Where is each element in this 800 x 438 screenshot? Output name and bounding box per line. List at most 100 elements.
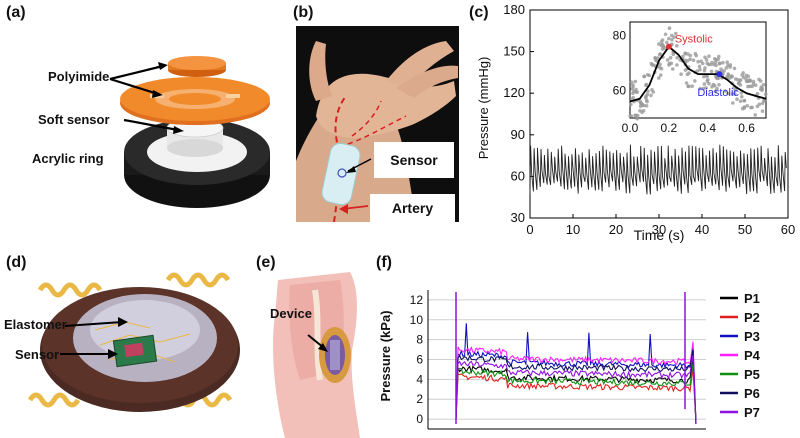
inset-scatter-point: [667, 36, 671, 41]
inset-scatter-point: [693, 79, 697, 83]
chart-c-xtick-label: 20: [609, 222, 623, 237]
inset-scatter-point: [702, 68, 707, 73]
inset-scatter-point: [733, 92, 737, 96]
inset-scatter-point: [629, 80, 634, 84]
inset-scatter-point: [731, 101, 735, 105]
inset-scatter-point: [683, 52, 687, 56]
inset-scatter-point: [667, 63, 671, 67]
chart-f-ytick-label: 6: [416, 353, 423, 367]
chart-f: 0 2 4 6 8 10 12 Pressure (kPa) P1 P2 P3 P4 P5 P6 P7: [378, 290, 761, 430]
inset-scatter-point: [660, 47, 665, 51]
inset-scatter-point: [649, 93, 653, 98]
inset-scatter-point: [713, 89, 718, 94]
inset-scatter-point: [668, 55, 673, 60]
inset-scatter-point: [699, 59, 703, 63]
chart-f-series-p6: [455, 349, 697, 425]
inset-scatter-point: [746, 74, 751, 79]
inset-xtick-label: 0.0: [622, 121, 639, 135]
inset-scatter-point: [644, 82, 649, 87]
inset-scatter-point: [644, 104, 649, 108]
inset-scatter-point: [723, 89, 727, 93]
inset-diastolic-marker: [716, 71, 723, 78]
inset-scatter-point: [712, 62, 716, 67]
inset-scatter-point: [717, 61, 722, 65]
inset-scatter-point: [742, 105, 747, 109]
body-e-illustration: [273, 272, 360, 438]
inset-scatter-point: [665, 40, 669, 45]
inset-scatter-point: [758, 79, 763, 83]
device-d-illustration: [27, 272, 240, 412]
inset-scatter-point: [660, 38, 665, 42]
inset-scatter-point: [674, 31, 678, 36]
chart-f-ytick-label: 8: [416, 333, 423, 347]
callout-polyimide: Polyimide: [48, 69, 110, 84]
inset-scatter-point: [671, 67, 675, 71]
inset-scatter-point: [725, 75, 729, 79]
legend-label-p6: P6: [744, 386, 760, 401]
callout-acrylic-ring: Acrylic ring: [32, 151, 104, 166]
inset-scatter-point: [696, 59, 700, 64]
inset-scatter-point: [658, 62, 662, 67]
inset-scatter-point: [663, 32, 668, 37]
chart-c-ytick-label: 90: [511, 127, 525, 142]
inset-scatter-point: [703, 66, 707, 70]
inset-scatter-point: [675, 63, 679, 67]
inset-xtick-label: 0.2: [661, 121, 678, 135]
inset-scatter-point: [744, 77, 748, 81]
inset-scatter-point: [665, 58, 670, 62]
inset-scatter-point: [679, 72, 683, 76]
panel-b-label: (b): [293, 4, 314, 21]
inset-scatter-point: [726, 63, 730, 68]
inset-scatter-point: [691, 58, 696, 62]
inset-scatter-point: [659, 73, 663, 77]
inset-scatter-point: [661, 44, 666, 48]
inset-scatter-point: [763, 92, 768, 96]
inset-ytick-label: 60: [613, 84, 627, 98]
inset-scatter-point: [686, 52, 690, 56]
inset-scatter-point: [645, 73, 650, 77]
inset-scatter-point: [747, 78, 752, 83]
inset-scatter-point: [712, 83, 717, 88]
inset-scatter-point: [712, 57, 717, 61]
panel-a-label: (a): [6, 4, 26, 21]
inset-scatter-point: [738, 83, 743, 87]
inset-systolic-marker: [665, 43, 672, 50]
inset-scatter-point: [726, 91, 730, 96]
inset-scatter-point: [702, 82, 707, 86]
chart-c-xtick-label: 50: [738, 222, 752, 237]
inset-scatter-point: [628, 114, 632, 118]
inset-scatter-point: [675, 55, 679, 60]
chart-f-ytick-label: 0: [416, 412, 423, 426]
chart-c-xlabel: Time (s): [634, 227, 685, 243]
inset-scatter-point: [732, 66, 737, 71]
inset-scatter-point: [761, 83, 766, 87]
inset-xtick-label: 0.6: [738, 121, 755, 135]
legend-label-p5: P5: [744, 367, 760, 382]
inset-scatter-point: [690, 84, 694, 88]
inset-scatter-point: [649, 61, 654, 66]
inset-scatter-point: [667, 26, 672, 31]
inset-scatter-point: [688, 57, 692, 62]
panel-f-label: (f): [376, 254, 392, 271]
callout-sensor-box: Sensor: [374, 142, 454, 178]
inset-scatter-point: [635, 116, 639, 121]
inset-scatter-point: [739, 91, 744, 95]
inset-scatter-point: [702, 74, 706, 79]
inset-scatter-point: [694, 53, 698, 58]
chart-c-ylabel: Pressure (mmHg): [476, 57, 491, 160]
inset-scatter-point: [709, 69, 714, 74]
chart-f-series-p1: [455, 360, 697, 425]
legend-label-p7: P7: [744, 405, 760, 420]
inset-scatter-point: [658, 66, 662, 70]
chart-c-ytick-label: 150: [503, 44, 525, 59]
chart-f-series-p4: [455, 341, 697, 425]
inset-scatter-point: [705, 61, 709, 66]
inset-scatter-point: [705, 74, 709, 79]
inset-scatter-point: [760, 86, 765, 91]
legend-label-p4: P4: [744, 348, 761, 363]
chart-c-ytick-label: 120: [503, 85, 525, 100]
chart-c-xtick-label: 30: [652, 222, 666, 237]
chart-f-ytick-label: 12: [410, 293, 424, 307]
panel-e-label: (e): [256, 254, 276, 271]
inset-scatter-point: [716, 57, 720, 62]
